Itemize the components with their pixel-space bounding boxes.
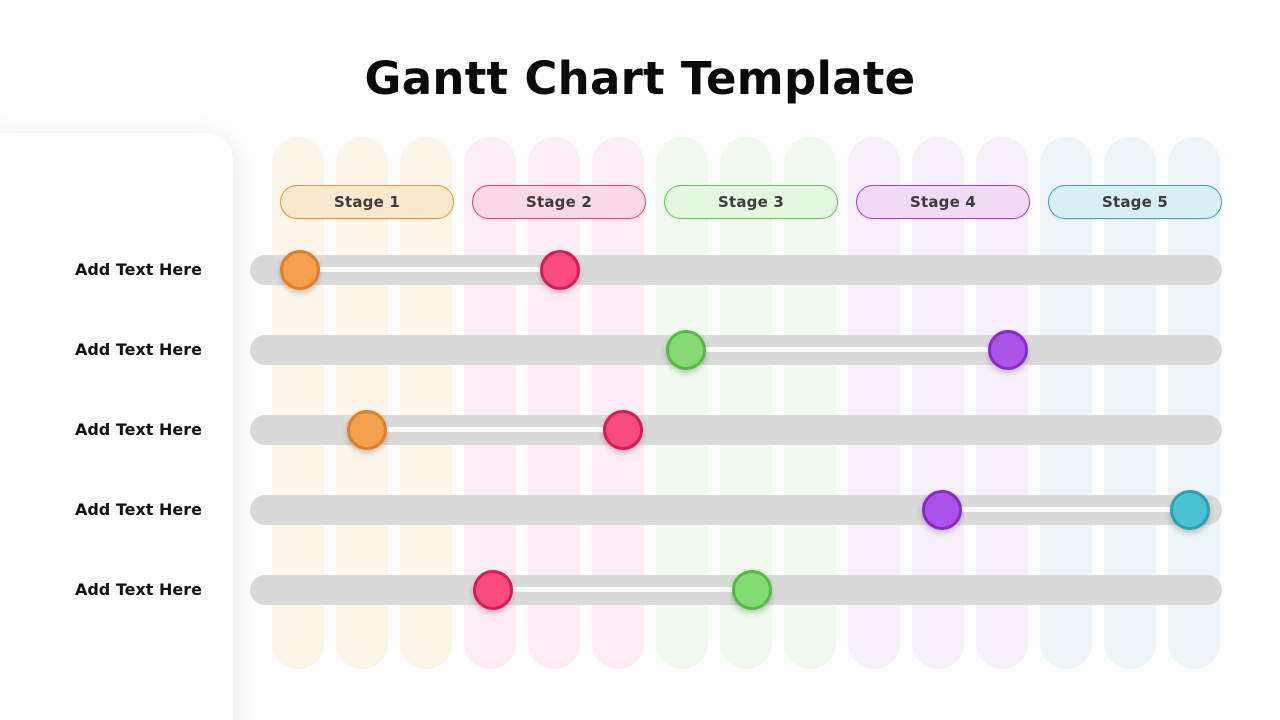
row-label-panel: [0, 133, 233, 720]
stage-pill-label: Stage 3: [717, 193, 785, 211]
stage-pill-3[interactable]: Stage 3: [664, 185, 838, 219]
stage-pill-2[interactable]: Stage 2: [472, 185, 646, 219]
stage-pill-label: Stage 1: [333, 193, 401, 211]
stage-pill-4[interactable]: Stage 4: [856, 185, 1030, 219]
connector-line: [493, 587, 752, 592]
connector-line: [300, 267, 560, 272]
stage-pill-label: Stage 5: [1101, 193, 1169, 211]
row-label-placeholder[interactable]: Add Text Here: [74, 420, 202, 439]
page-title: Gantt Chart Template: [364, 52, 916, 105]
milestone-marker-green[interactable]: [666, 330, 706, 370]
stage-pill-label: Stage 4: [909, 193, 977, 211]
connector-line: [686, 347, 1008, 352]
milestone-marker-pink[interactable]: [603, 410, 643, 450]
row-label-placeholder[interactable]: Add Text Here: [74, 260, 202, 279]
row-label-placeholder[interactable]: Add Text Here: [74, 340, 202, 359]
connector-line: [942, 507, 1190, 512]
stage-pill-1[interactable]: Stage 1: [280, 185, 454, 219]
milestone-marker-purple[interactable]: [988, 330, 1028, 370]
stage-pill-label: Stage 2: [525, 193, 593, 211]
row-label-placeholder[interactable]: Add Text Here: [74, 580, 202, 599]
milestone-marker-pink[interactable]: [540, 250, 580, 290]
milestone-marker-purple[interactable]: [922, 490, 962, 530]
connector-line: [367, 427, 623, 432]
stage-pill-5[interactable]: Stage 5: [1048, 185, 1222, 219]
milestone-marker-orange[interactable]: [347, 410, 387, 450]
row-label-placeholder[interactable]: Add Text Here: [74, 500, 202, 519]
milestone-marker-teal[interactable]: [1170, 490, 1210, 530]
milestone-marker-green[interactable]: [732, 570, 772, 610]
milestone-marker-orange[interactable]: [280, 250, 320, 290]
milestone-marker-pink[interactable]: [473, 570, 513, 610]
